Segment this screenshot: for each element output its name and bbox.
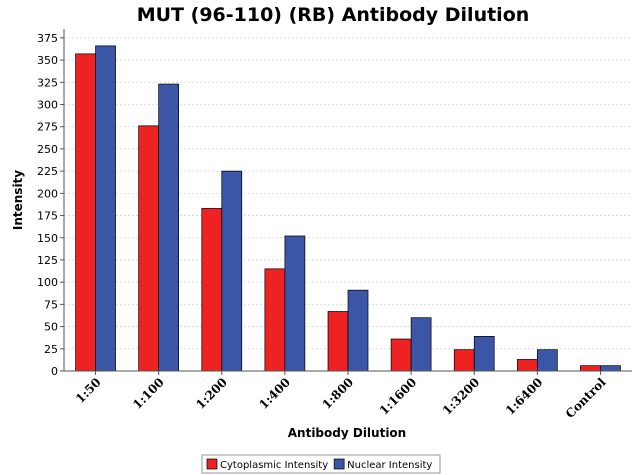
- y-tick-label: 0: [51, 365, 58, 378]
- bar-nuclear-intensity: [347, 289, 369, 372]
- legend-swatch: [333, 458, 345, 470]
- y-tick-label: 325: [37, 76, 58, 89]
- bar-nuclear-intensity: [410, 317, 432, 372]
- y-tick-label: 200: [37, 187, 58, 200]
- bar-nuclear-intensity: [536, 349, 558, 372]
- bar-cytoplasmic-intensity: [580, 365, 601, 372]
- y-tick-label: 300: [37, 99, 58, 112]
- x-axis-label: Antibody Dilution: [288, 426, 406, 440]
- bar-nuclear-intensity: [95, 45, 116, 372]
- x-axis: 1:50 1:100 1:200 1:400 1:800 1:1600 1:3200 1:64…: [64, 370, 632, 421]
- bar-cytoplasmic-intensity: [264, 268, 286, 372]
- chart-title: MUT (96-110) (RB) Antibody Dilution: [137, 4, 530, 26]
- y-tick-label: 125: [37, 254, 58, 267]
- bar-nuclear-intensity: [221, 170, 243, 372]
- y-tick-label: 275: [37, 121, 58, 134]
- y-tick-label: 225: [37, 165, 58, 178]
- x-tick-label: 1:200: [193, 375, 230, 412]
- bar-cytoplasmic-intensity: [453, 349, 475, 372]
- y-tick-label: 25: [44, 343, 58, 356]
- legend-entry: Nuclear Intensity: [347, 460, 432, 471]
- bar-cytoplasmic-intensity: [327, 311, 349, 372]
- bar-cytoplasmic-intensity: [516, 359, 538, 372]
- y-tick-label: 50: [44, 321, 58, 334]
- x-tick-label: 1:800: [319, 375, 356, 412]
- bar-nuclear-intensity: [473, 336, 495, 372]
- bar-nuclear-intensity: [600, 365, 621, 372]
- bar-cytoplasmic-intensity: [75, 53, 96, 372]
- x-tick-label: 1:3200: [440, 375, 483, 418]
- y-tick-label: 350: [37, 54, 58, 67]
- legend-box: [201, 454, 441, 474]
- y-tick-label: 250: [37, 143, 58, 156]
- bar-nuclear-intensity: [158, 83, 180, 372]
- x-tick-label: Control: [563, 375, 609, 421]
- legend-entry: Cytoplasmic Intensity: [220, 460, 328, 471]
- bar-nuclear-intensity: [284, 235, 306, 372]
- y-tick-label: 375: [37, 32, 58, 45]
- y-axis: 0 25 50 75 100 125 150 175 200 225 250 275 300 325 350…: [37, 29, 65, 378]
- x-tick-label: 1:6400: [503, 375, 546, 418]
- legend-swatch: [206, 458, 218, 470]
- x-tick-label: 1:1600: [377, 375, 420, 418]
- x-tick-label: 1:400: [256, 375, 293, 412]
- y-tick-label: 75: [44, 298, 58, 311]
- x-tick-label: 1:100: [130, 375, 167, 412]
- bar-cytoplasmic-intensity: [390, 338, 412, 372]
- bar-cytoplasmic-intensity: [138, 125, 160, 372]
- bar-cytoplasmic-intensity: [201, 208, 223, 372]
- y-tick-label: 175: [37, 210, 58, 223]
- y-tick-label: 150: [37, 232, 58, 245]
- y-tick-label: 100: [37, 276, 58, 289]
- x-tick-label: 1:50: [73, 375, 104, 406]
- legend: Cytoplasmic Intensity Nuclear Intensity: [201, 454, 441, 474]
- y-axis-label: Intensity: [11, 170, 25, 230]
